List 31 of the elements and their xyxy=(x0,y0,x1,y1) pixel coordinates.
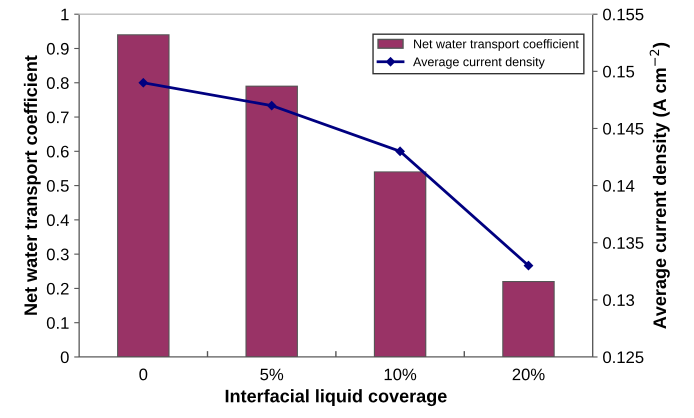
y-tick-label: 0.6 xyxy=(46,146,69,158)
y-tick-label: 0.3 xyxy=(46,248,69,260)
x-tick-label: 5% xyxy=(260,368,284,380)
legend-label: Net water transport coefficient xyxy=(414,39,579,51)
y-tick-label: 0.2 xyxy=(46,282,69,295)
y2-tick-label: 0.135 xyxy=(603,237,644,249)
y-tick-label: 0.4 xyxy=(46,214,69,226)
y-tick-label: 0.7 xyxy=(46,111,69,124)
y-tick-label: 0.5 xyxy=(46,180,69,192)
x-tick-label: 20% xyxy=(512,368,545,380)
x-tick-label: 10% xyxy=(384,368,416,380)
y2-tick-label: 0.155 xyxy=(603,8,644,20)
point xyxy=(395,146,405,156)
y2-tick-label: 0.13 xyxy=(603,294,634,306)
point xyxy=(524,260,534,270)
y2-tick-label: 0.15 xyxy=(603,66,634,78)
y-tick-label: 0.9 xyxy=(46,42,69,55)
y2-tick-label: 0.125 xyxy=(603,351,644,364)
x-axis-title: Interfacial liquid coverage xyxy=(226,389,447,406)
legend-label: Average current density xyxy=(413,57,545,69)
y-axis-title: Net water transport coefficient xyxy=(24,55,41,315)
point xyxy=(267,100,276,110)
y2-axis-title: Average current density (A cm$^{−2}$) xyxy=(650,42,670,329)
y-tick-label: 1 xyxy=(61,8,69,20)
x-tick-label: 0 xyxy=(139,368,148,380)
y-tick-label: 0 xyxy=(60,351,69,364)
y2-tick-label: 0.14 xyxy=(603,180,634,192)
y-tick-label: 0.8 xyxy=(46,77,69,89)
point xyxy=(138,78,148,88)
y-tick-label: 0.1 xyxy=(46,317,69,329)
y2-tick-label: 0.145 xyxy=(603,122,644,135)
